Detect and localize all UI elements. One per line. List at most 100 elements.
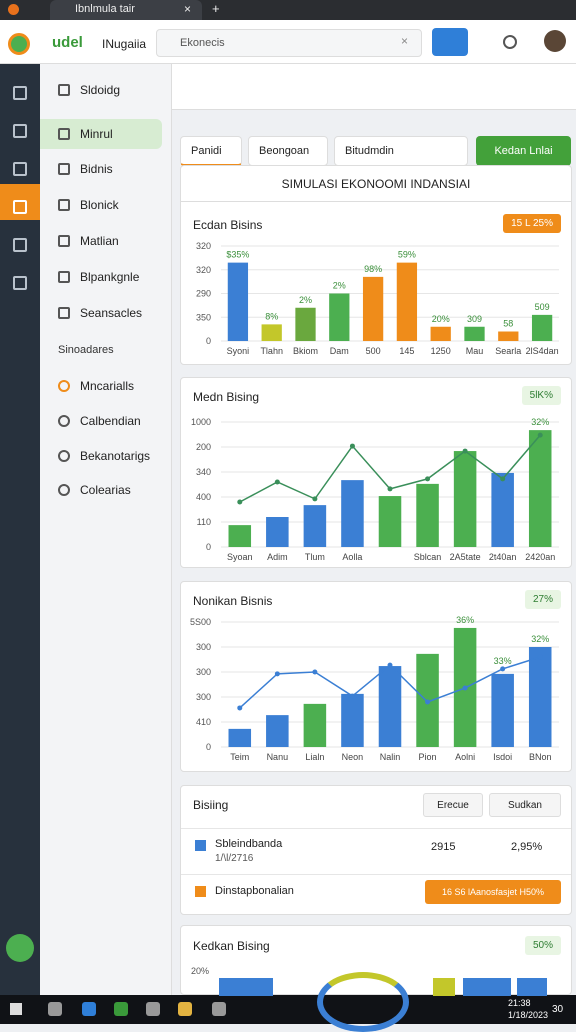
sidebar-label: Minrul xyxy=(80,127,113,141)
x-tick-label: 2420an xyxy=(525,552,555,562)
filter-dropdown[interactable]: Panidi xyxy=(180,136,242,166)
sidebar-icon xyxy=(58,415,70,427)
search-clear[interactable]: × xyxy=(401,34,409,48)
row-name: Dinstapbonalian xyxy=(215,885,294,897)
row-date: 1/\l/2716 xyxy=(215,853,254,864)
bar xyxy=(464,326,485,341)
sidebar-subitem[interactable]: Mncarialls xyxy=(40,371,162,401)
bar-annotation: 36% xyxy=(456,615,474,625)
sidebar-item[interactable]: Bidnis xyxy=(40,154,162,184)
bar xyxy=(396,262,418,341)
logo: udel xyxy=(52,34,83,51)
chart-title: Ecdan Bisins xyxy=(193,218,263,232)
clock-time: 21:38 xyxy=(508,998,531,1008)
sidebar-item[interactable]: Seansacles xyxy=(40,298,162,328)
bar xyxy=(303,703,327,747)
browser-icon xyxy=(8,4,19,15)
bar xyxy=(303,505,327,547)
taskbar-icon[interactable] xyxy=(82,1002,96,1016)
sidebar-section: Sinoadares xyxy=(58,344,114,356)
filter-dropdown[interactable]: Beongoan xyxy=(248,136,328,166)
bar-annotation: 32% xyxy=(531,634,549,644)
bar-annotation: 20% xyxy=(432,314,450,324)
x-tick-label: 1250 xyxy=(431,346,451,356)
sidebar-item[interactable]: Blonick xyxy=(40,190,162,220)
sidebar-item[interactable]: Minrul xyxy=(40,119,162,149)
new-tab[interactable]: + xyxy=(212,1,220,16)
start-button[interactable] xyxy=(10,1003,22,1015)
avatar[interactable] xyxy=(544,30,566,52)
chart-panel: Medn Bising 5lK% 1000 200 340 400 110 0 Syoan Adi… xyxy=(180,377,572,568)
sidebar-subitem[interactable]: Calbendian xyxy=(40,406,162,436)
row-change: 2,95% xyxy=(511,841,543,853)
y-tick-label: 5S00 xyxy=(190,617,211,627)
row-action[interactable]: 16 S6 lAanosfasjet H50% xyxy=(425,880,561,904)
sidebar-label: Blonick xyxy=(80,198,119,212)
badge: 15 L 25% xyxy=(503,214,561,233)
tab-close[interactable]: × xyxy=(184,2,192,16)
x-tick-label: Pion xyxy=(419,752,437,762)
bar-stub xyxy=(433,978,455,996)
bar-stub xyxy=(219,978,273,996)
taskbar-icon[interactable] xyxy=(48,1002,62,1016)
taskbar-icon[interactable] xyxy=(114,1002,128,1016)
row-value: 2915 xyxy=(431,841,456,853)
rail-icon[interactable] xyxy=(13,200,27,214)
sidebar-icon xyxy=(58,484,70,496)
line-point xyxy=(274,479,280,485)
sidebar-label: Matlian xyxy=(80,234,119,248)
search-box[interactable] xyxy=(156,29,422,57)
y-tick-label: 0 xyxy=(206,542,211,552)
x-tick-label: Lialn xyxy=(305,752,324,762)
rail-icon[interactable] xyxy=(13,276,27,290)
y-tick-label: 300 xyxy=(196,692,211,702)
taskbar-icon[interactable] xyxy=(146,1002,160,1016)
badge: 5lK% xyxy=(521,386,561,405)
rail-bottom-icon[interactable] xyxy=(6,934,34,962)
x-tick-label: BNon xyxy=(529,752,552,762)
chart-title: Medn Bising xyxy=(193,390,260,404)
sidebar-subitem[interactable]: Bekanotarigs xyxy=(40,441,162,471)
list-button[interactable]: Sudkan xyxy=(489,793,561,817)
sidebar-icon xyxy=(58,128,70,140)
clock-icon[interactable] xyxy=(503,35,517,49)
sidebar-icon xyxy=(58,163,70,175)
rail-active[interactable] xyxy=(0,184,40,220)
taskbar-icon[interactable] xyxy=(212,1002,226,1016)
sidebar-label: Bekanotarigs xyxy=(80,449,151,463)
sidebar-item[interactable]: Matlian xyxy=(40,226,162,256)
rail-icon[interactable] xyxy=(13,86,27,100)
bar xyxy=(430,326,451,341)
sidebar-subitem[interactable]: Colearias xyxy=(40,475,162,505)
rail-icon[interactable] xyxy=(13,124,27,138)
tab[interactable] xyxy=(50,0,202,20)
x-tick-label: Nalin xyxy=(380,752,401,762)
clock-date: 1/18/2023 xyxy=(508,1010,549,1020)
app-icon[interactable] xyxy=(8,33,30,55)
line-point xyxy=(537,432,543,438)
icon-rail xyxy=(0,64,40,995)
sidebar-item[interactable]: Blpankgnle xyxy=(40,262,162,292)
x-tick-label: Searla xyxy=(495,346,521,356)
row-divider xyxy=(181,874,571,875)
taskbar-icon[interactable] xyxy=(178,1002,192,1016)
list-button[interactable]: Erecue xyxy=(423,793,483,817)
line-point xyxy=(387,486,393,492)
rail-icon[interactable] xyxy=(13,238,27,252)
filter-button[interactable]: Kedan Lnlai xyxy=(476,136,571,166)
bar xyxy=(378,666,402,747)
bar xyxy=(491,673,514,747)
y-tick-label: 400 xyxy=(196,492,211,502)
rail-icon[interactable] xyxy=(13,162,27,176)
y-tick-label: 350 xyxy=(196,312,211,322)
x-tick-label: Isdoi xyxy=(493,752,512,762)
bar-annotation: $35% xyxy=(226,250,249,260)
brand: INugaiia xyxy=(102,37,147,51)
y-tick-label: 110 xyxy=(197,517,211,527)
bar xyxy=(528,647,552,747)
bar-stub xyxy=(463,978,511,996)
sidebar-item[interactable]: Sldoidg xyxy=(40,75,162,105)
search-button[interactable] xyxy=(432,28,468,56)
filter-dropdown[interactable]: Bitudmdin xyxy=(334,136,468,166)
